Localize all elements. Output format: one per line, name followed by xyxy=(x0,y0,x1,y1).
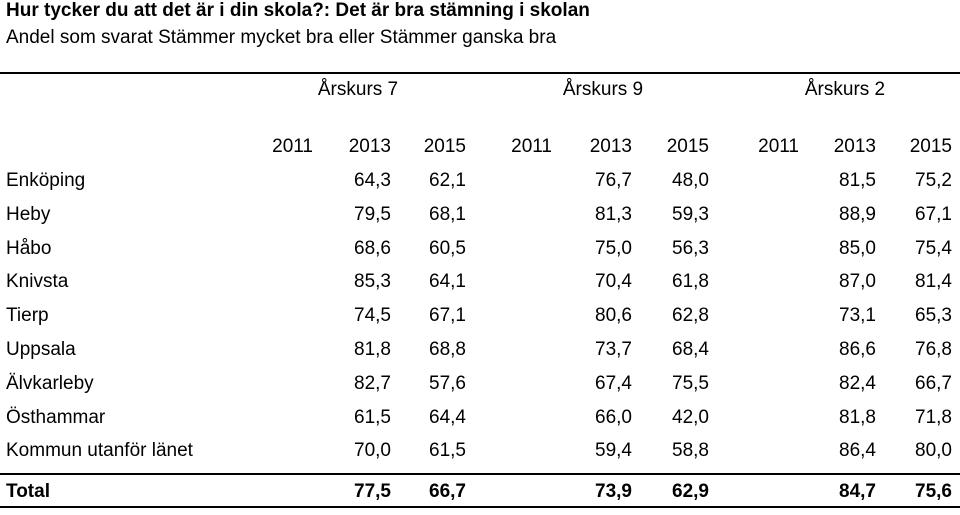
row-label: Heby xyxy=(6,203,51,225)
year-header-cell: 2011 xyxy=(511,136,552,157)
year-header-cell: 2013 xyxy=(348,136,391,157)
table-cell: 85,3 xyxy=(354,271,391,293)
grade-header-7: Årskurs 7 xyxy=(317,79,399,100)
grade-header-2: Årskurs 2 xyxy=(804,79,886,100)
total-top-rule xyxy=(0,473,960,475)
row-label: Kommun utanför länet xyxy=(6,440,193,462)
table-cell: 48,0 xyxy=(672,170,709,191)
table-cell: 88,9 xyxy=(839,203,876,225)
row-label: Enköping xyxy=(6,170,86,191)
table-cell: 79,5 xyxy=(354,203,391,225)
table-cell: 75,2 xyxy=(915,170,952,191)
year-header-cell: 2015 xyxy=(909,136,952,157)
table-cell: 73,9 xyxy=(595,481,632,502)
row-label: Uppsala xyxy=(6,339,76,360)
total-bottom-rule xyxy=(0,506,960,508)
table-cell: 76,7 xyxy=(595,170,632,191)
year-header-cell: 2013 xyxy=(833,136,876,157)
table-cell: 85,0 xyxy=(839,237,876,259)
table-cell: 59,3 xyxy=(672,203,709,225)
table-cell: 68,1 xyxy=(429,203,466,225)
table-cell: 68,8 xyxy=(429,339,466,360)
table-cell: 74,5 xyxy=(354,305,391,327)
row-label: Tierp xyxy=(6,305,49,327)
report-title: Hur tycker du att det är i din skola?: D… xyxy=(6,0,590,21)
table-cell: 86,6 xyxy=(839,339,876,360)
table-cell: 81,3 xyxy=(595,203,632,225)
table-cell: 75,6 xyxy=(915,481,952,502)
table-row: Östhammar 61,5 64,4 66,0 42,0 81,8 71,8 xyxy=(0,407,960,441)
row-label: Älvkarleby xyxy=(6,372,94,394)
table-cell: 65,3 xyxy=(915,305,952,327)
table-row: Heby 79,5 68,1 81,3 59,3 88,9 67,1 xyxy=(0,204,960,238)
table-cell: 64,3 xyxy=(354,170,391,191)
table-cell: 82,7 xyxy=(354,372,391,394)
table-cell: 61,5 xyxy=(354,406,391,428)
table-row: Uppsala 81,8 68,8 73,7 68,4 86,6 76,8 xyxy=(0,339,960,373)
table-cell: 81,4 xyxy=(915,271,952,293)
table-cell: 66,7 xyxy=(429,481,466,502)
table-cell: 70,4 xyxy=(595,271,632,293)
row-label: Håbo xyxy=(6,237,52,259)
table-cell: 87,0 xyxy=(839,271,876,293)
table-cell: 64,4 xyxy=(429,406,466,428)
header-top-rule xyxy=(0,72,960,74)
table-row: Knivsta 85,3 64,1 70,4 61,8 87,0 81,4 xyxy=(0,271,960,305)
table-cell: 80,0 xyxy=(915,440,952,462)
table-cell: 67,1 xyxy=(915,203,952,225)
table-cell: 60,5 xyxy=(429,237,466,259)
table-cell: 58,8 xyxy=(672,440,709,462)
table-row: Enköping 64,3 62,1 76,7 48,0 81,5 75,2 xyxy=(0,170,960,204)
year-header-cell: 2013 xyxy=(589,136,632,157)
table-cell: 66,7 xyxy=(915,372,952,394)
table-cell: 61,8 xyxy=(672,271,709,293)
table-cell: 75,4 xyxy=(915,237,952,259)
table-cell: 82,4 xyxy=(839,372,876,394)
table-cell: 61,5 xyxy=(429,440,466,462)
table-row: Kommun utanför länet 70,0 61,5 59,4 58,8 86,4… xyxy=(0,440,960,474)
row-label: Knivsta xyxy=(6,271,69,293)
table-cell: 56,3 xyxy=(672,237,709,259)
table-cell: 57,6 xyxy=(429,372,466,394)
row-label: Östhammar xyxy=(6,406,106,428)
table-cell: 62,1 xyxy=(429,170,466,191)
table-cell: 66,0 xyxy=(595,406,632,428)
total-label: Total xyxy=(6,481,50,502)
table-cell: 70,0 xyxy=(354,440,391,462)
table-cell: 67,1 xyxy=(429,305,466,327)
year-header-cell: 2015 xyxy=(423,136,466,157)
table-cell: 77,5 xyxy=(354,481,391,502)
table-cell: 86,4 xyxy=(839,440,876,462)
grade-header-9: Årskurs 9 xyxy=(562,79,644,100)
report-subtitle: Andel som svarat Stämmer mycket bra elle… xyxy=(6,27,557,48)
table-cell: 42,0 xyxy=(672,406,709,428)
table-cell: 81,8 xyxy=(839,406,876,428)
year-header-cell: 2011 xyxy=(758,136,799,157)
table-row: Tierp 74,5 67,1 80,6 62,8 73,1 65,3 xyxy=(0,305,960,339)
table-cell: 67,4 xyxy=(595,372,632,394)
table-row: Älvkarleby 82,7 57,6 67,4 75,5 82,4 66,7 xyxy=(0,373,960,407)
table-cell: 68,4 xyxy=(672,339,709,360)
year-header-cell: 2015 xyxy=(666,136,709,157)
year-header-cell: 2011 xyxy=(272,136,313,157)
table-row: Håbo 68,6 60,5 75,0 56,3 85,0 75,4 xyxy=(0,238,960,272)
table-cell: 81,8 xyxy=(354,339,391,360)
table-cell: 71,8 xyxy=(915,406,952,428)
table-cell: 75,5 xyxy=(672,372,709,394)
total-row: Total 77,5 66,7 73,9 62,9 84,7 75,6 xyxy=(0,481,960,515)
table-cell: 73,1 xyxy=(839,305,876,327)
table-cell: 62,8 xyxy=(672,305,709,327)
table-cell: 84,7 xyxy=(839,481,876,502)
table-cell: 80,6 xyxy=(595,305,632,327)
table-cell: 76,8 xyxy=(915,339,952,360)
table-cell: 64,1 xyxy=(429,271,466,293)
table-cell: 73,7 xyxy=(595,339,632,360)
table-cell: 62,9 xyxy=(672,481,709,502)
table-cell: 81,5 xyxy=(839,170,876,191)
table-cell: 75,0 xyxy=(595,237,632,259)
table-cell: 59,4 xyxy=(595,440,632,462)
table-cell: 68,6 xyxy=(354,237,391,259)
